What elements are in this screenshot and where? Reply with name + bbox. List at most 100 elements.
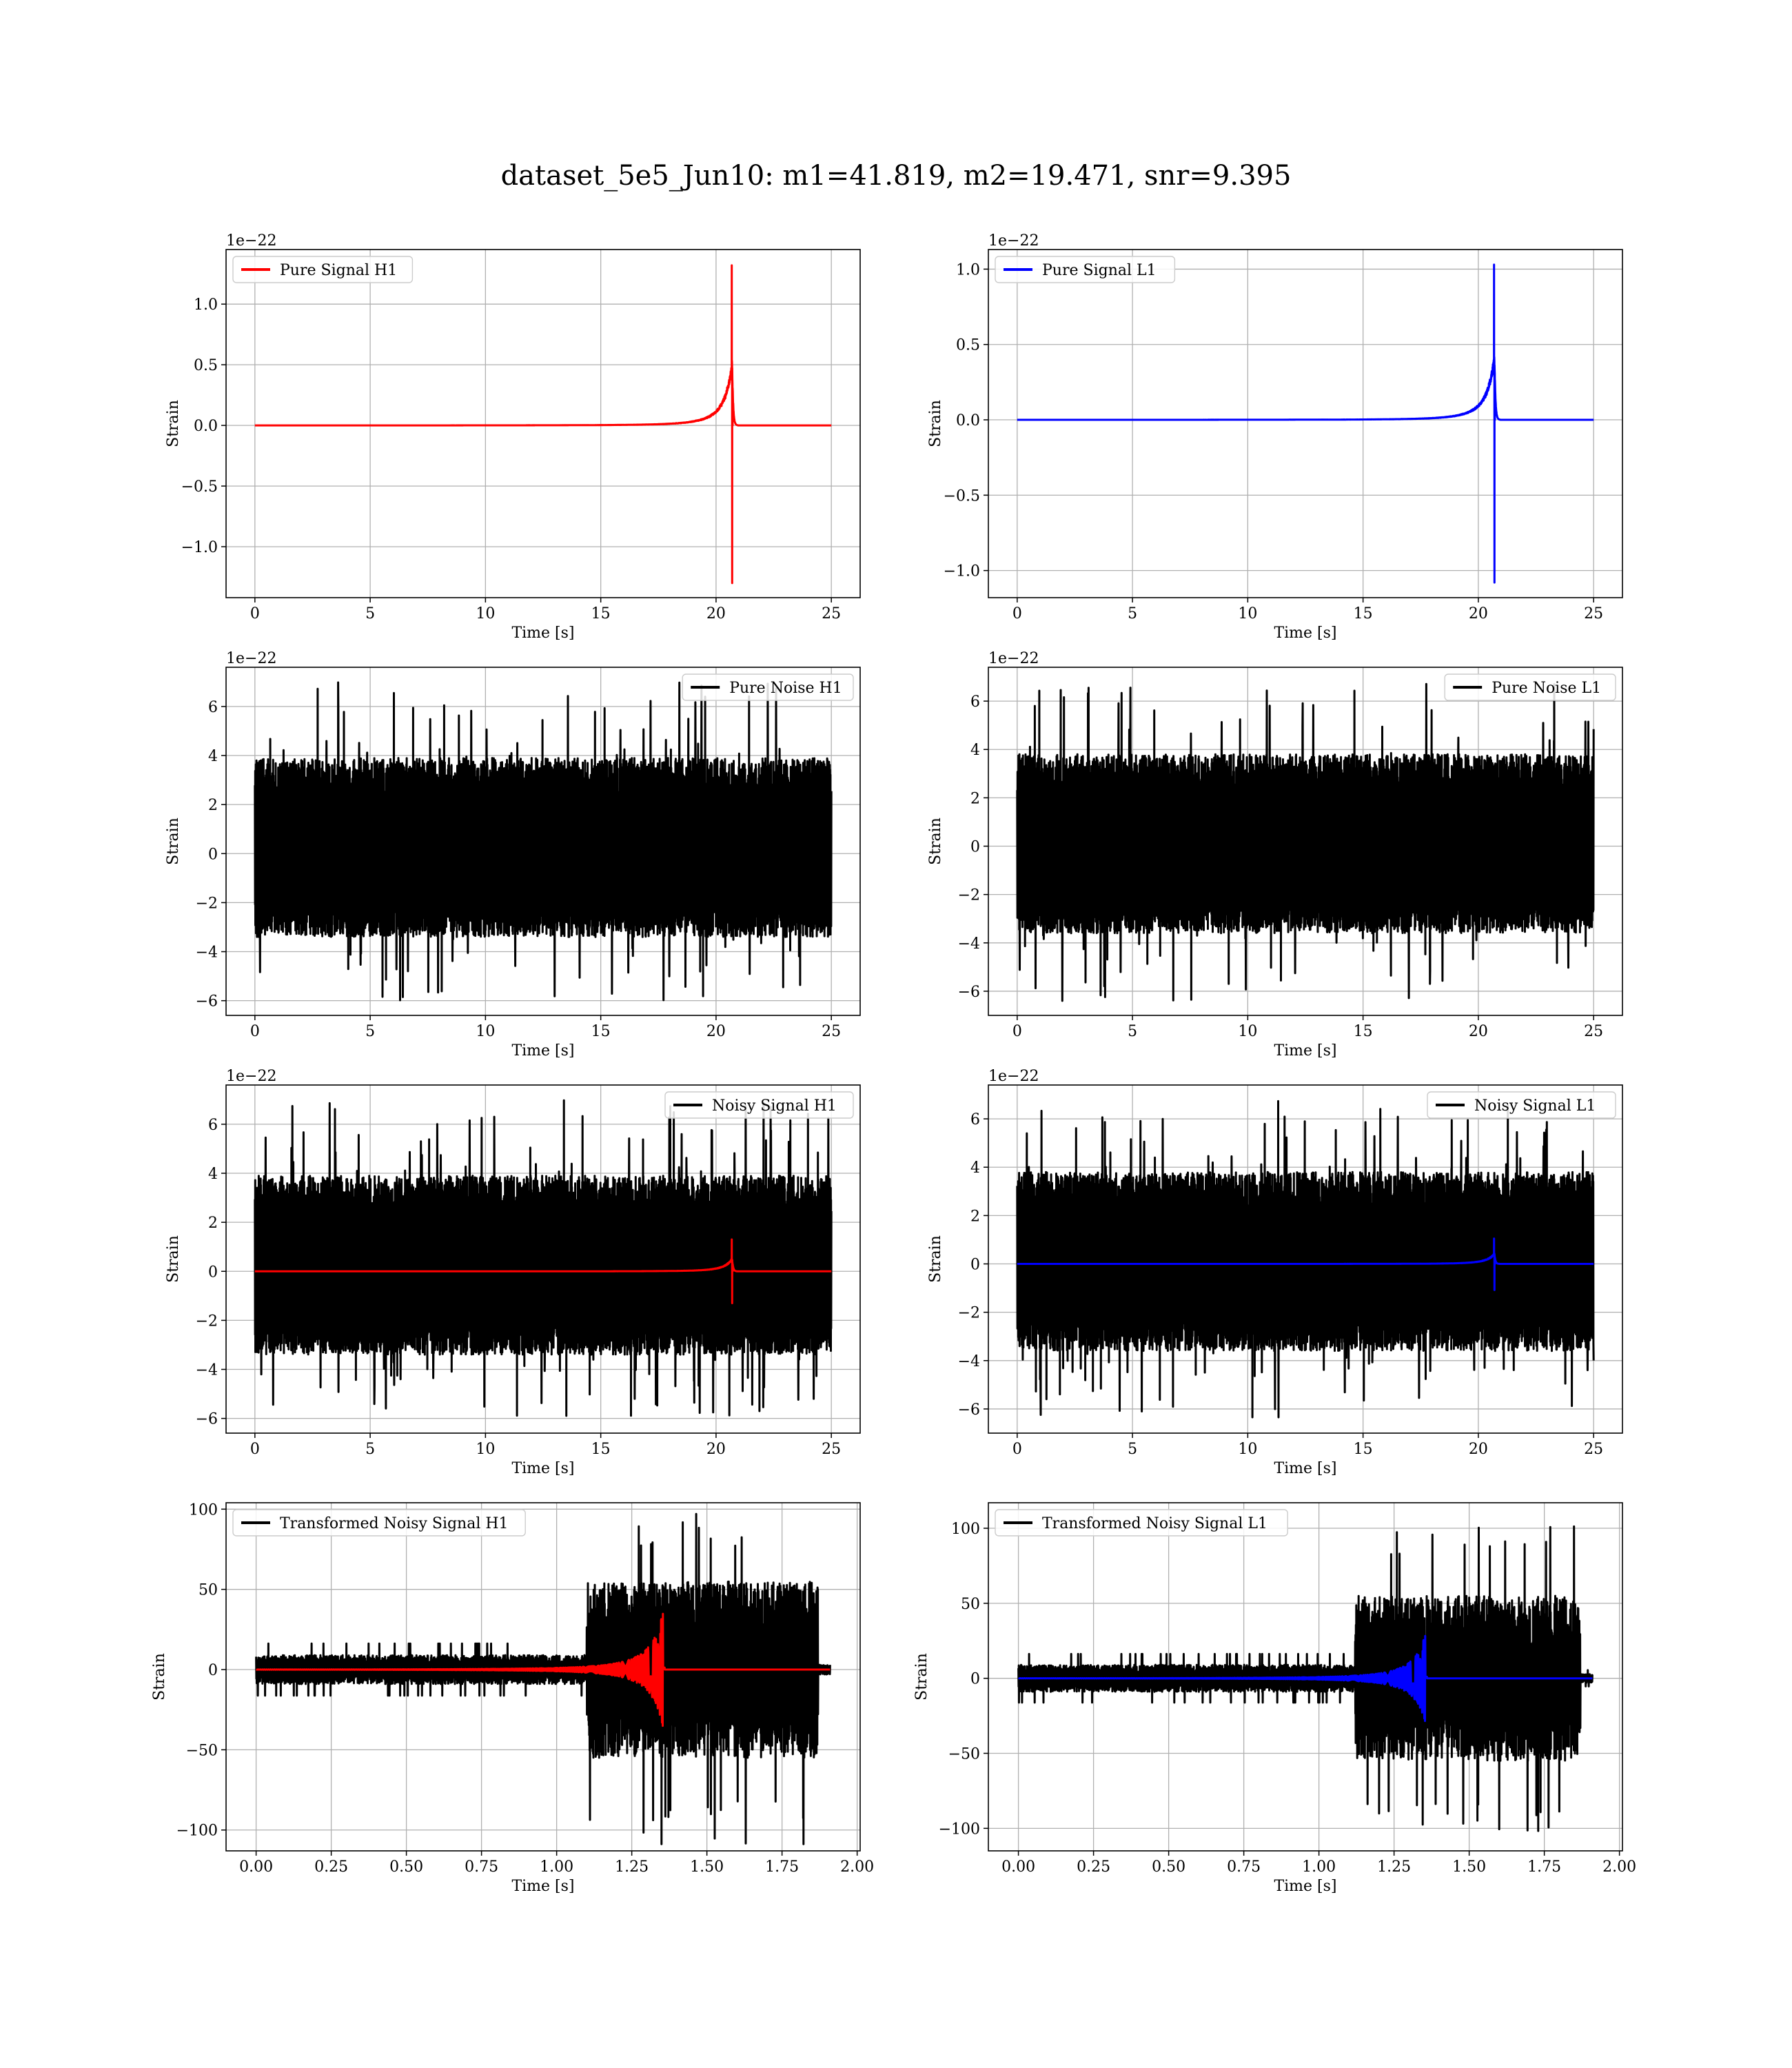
legend-entry: Noisy Signal L1	[1474, 1097, 1596, 1115]
y-tick-label: 0.5	[956, 337, 980, 354]
x-tick-label: 25	[822, 1441, 841, 1458]
chart-pure-signal-h1: 0 5 10 15 20 25 −1.0 −0.5 0.0 0.5 1.0 Time [s] Strai…	[165, 232, 861, 642]
x-tick-label: 15	[1354, 605, 1373, 622]
legend-box	[682, 673, 854, 701]
axes-frame	[225, 1502, 861, 1852]
offset-text: 1e−22	[988, 650, 1039, 667]
series-group	[1016, 263, 1595, 584]
chart-pure-noise-l1: 0 5 10 15 20 25 −6 −4 −2 0 2 4 6 Time [s] Strain 1e−22 P…	[927, 650, 1623, 1060]
y-tick-label: 50	[198, 1582, 218, 1599]
y-tick-label: 0	[970, 1257, 980, 1274]
y-tick-label: 1.0	[194, 296, 218, 314]
x-axis-label: Time [s]	[511, 1042, 574, 1060]
legend-box	[232, 256, 414, 283]
x-tick-label: 0.25	[314, 1858, 348, 1876]
series-line-pure-noise-h1	[254, 681, 833, 1002]
y-axis-label: Strain	[927, 1235, 944, 1283]
chart-transformed-noisy-signal-h1: 0.00 0.25 0.50 0.75 1.00 1.25 1.50 1.75 2.00 −100…	[151, 1501, 874, 1895]
x-tick-label: 1.75	[765, 1858, 799, 1876]
legend: Pure Signal L1	[995, 256, 1176, 283]
x-tick-label: 5	[1128, 1441, 1137, 1458]
y-tick-label: 2	[208, 1215, 218, 1232]
series-line-pure-signal-h1	[254, 264, 833, 585]
y-tick-label: −2	[958, 1305, 980, 1322]
y-tick-label: 4	[208, 748, 218, 765]
y-tick-label: −2	[196, 1312, 218, 1330]
y-tick-label: 0	[208, 1264, 218, 1281]
x-tick-label: 1.50	[1452, 1858, 1486, 1876]
y-axis-label: Strain	[913, 1653, 930, 1701]
y-axis-label: Strain	[151, 1653, 168, 1701]
y-tick-label: −4	[196, 1362, 218, 1379]
x-tick-label: 10	[1238, 1023, 1257, 1040]
y-tick-label: 100	[189, 1501, 218, 1519]
x-tick-label: 5	[1128, 1023, 1137, 1040]
legend: Pure Noise L1	[1444, 673, 1616, 701]
x-tick-label: 2.00	[840, 1858, 874, 1876]
series-line-overlay-1	[1017, 1634, 1594, 1723]
series-group	[254, 264, 833, 585]
y-tick-label: 6	[970, 1111, 980, 1128]
x-axis-label: Time [s]	[1274, 625, 1336, 642]
y-axis-label: Strain	[165, 400, 182, 447]
y-tick-label: −6	[196, 993, 218, 1011]
series-group	[1016, 1099, 1595, 1419]
legend: Transformed Noisy Signal L1	[995, 1509, 1288, 1537]
x-tick-label: 15	[591, 1023, 611, 1040]
legend: Pure Signal H1	[232, 256, 414, 283]
x-tick-label: 1.25	[1377, 1858, 1411, 1876]
legend: Noisy Signal L1	[1427, 1091, 1616, 1119]
y-tick-label: −2	[196, 895, 218, 912]
y-tick-label: −6	[958, 1401, 980, 1419]
y-tick-label: 100	[951, 1521, 980, 1538]
offset-text: 1e−22	[226, 232, 276, 250]
y-tick-label: −4	[958, 1353, 980, 1370]
chart-noisy-signal-h1: 0 5 10 15 20 25 −6 −4 −2 0 2 4 6 Time [s] Strain 1e−22 N…	[165, 1068, 861, 1477]
x-tick-label: 0.25	[1077, 1858, 1110, 1876]
y-axis-label: Strain	[927, 400, 944, 447]
legend: Pure Noise H1	[682, 673, 854, 701]
axes-frame	[988, 249, 1623, 598]
x-tick-label: 0	[250, 1441, 260, 1458]
legend-entry: Pure Signal L1	[1042, 262, 1157, 279]
legend: Noisy Signal H1	[664, 1091, 854, 1119]
x-tick-label: 10	[476, 1023, 495, 1040]
y-tick-label: −0.5	[944, 487, 980, 505]
x-tick-label: 0.00	[239, 1858, 273, 1876]
x-axis-label: Time [s]	[1274, 1460, 1336, 1477]
x-tick-label: 20	[706, 1023, 726, 1040]
legend-box	[995, 1509, 1288, 1537]
x-tick-label: 0.75	[1227, 1858, 1261, 1876]
y-tick-label: −1.0	[181, 539, 218, 556]
chart-pure-signal-l1: 0 5 10 15 20 25 −1.0 −0.5 0.0 0.5 1.0 Time [s] Strai…	[927, 232, 1623, 642]
y-tick-label: 4	[970, 1159, 980, 1177]
legend-box	[1444, 673, 1616, 701]
x-tick-label: 2.00	[1602, 1858, 1636, 1876]
x-axis-label: Time [s]	[1274, 1878, 1336, 1895]
x-tick-label: 1.50	[690, 1858, 724, 1876]
legend-entry: Noisy Signal H1	[712, 1097, 837, 1115]
x-tick-label: 0	[1012, 605, 1022, 622]
x-tick-label: 5	[365, 1441, 375, 1458]
y-tick-label: −100	[176, 1823, 218, 1840]
legend-entry: Pure Noise L1	[1491, 680, 1601, 697]
y-tick-label: −2	[958, 887, 980, 904]
offset-text: 1e−22	[226, 1068, 276, 1085]
series-line-overlay-1	[255, 1612, 831, 1727]
legend-entry: Transformed Noisy Signal H1	[280, 1515, 509, 1532]
y-tick-label: 0	[970, 839, 980, 856]
x-tick-label: 10	[1238, 605, 1257, 622]
y-tick-label: 0	[208, 1662, 218, 1679]
y-tick-label: 0.0	[956, 412, 980, 429]
x-tick-label: 0	[250, 605, 260, 622]
y-tick-label: 50	[961, 1596, 980, 1613]
y-tick-label: 1.0	[956, 261, 980, 278]
series-group	[254, 1099, 833, 1417]
legend-entry: Pure Signal H1	[280, 262, 397, 279]
x-tick-label: 25	[822, 1023, 841, 1040]
y-axis-label: Strain	[927, 818, 944, 865]
offset-text: 1e−22	[988, 1068, 1039, 1085]
y-tick-label: 6	[208, 699, 218, 716]
x-tick-label: 20	[1469, 1023, 1488, 1040]
